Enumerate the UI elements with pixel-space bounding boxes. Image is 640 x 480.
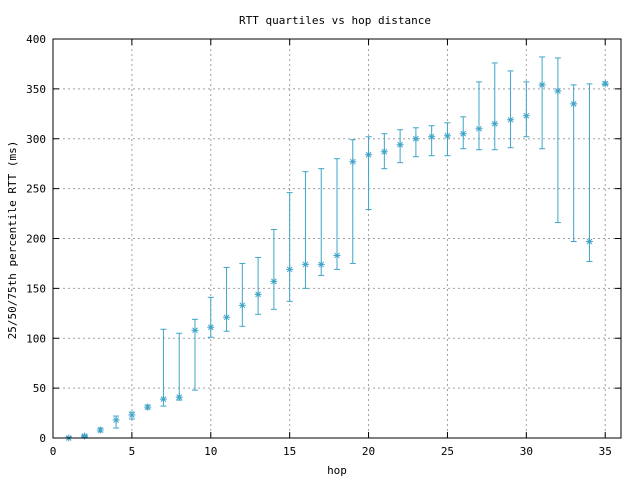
median-marker: [585, 237, 593, 245]
median-marker: [254, 290, 262, 298]
data-point: [412, 127, 420, 158]
x-tick-label: 25: [441, 445, 454, 458]
y-tick-label: 150: [26, 282, 46, 295]
data-point: [238, 262, 246, 327]
data-point: [207, 296, 215, 338]
median-marker: [191, 326, 199, 334]
y-axis-label: 25/50/75th percentile RTT (ms): [6, 141, 19, 340]
median-marker: [349, 158, 357, 166]
median-marker: [365, 151, 373, 159]
data-point: [96, 426, 104, 434]
data-point: [554, 57, 562, 224]
median-marker: [428, 133, 436, 141]
median-marker: [475, 125, 483, 133]
x-tick-label: 30: [520, 445, 533, 458]
data-point: [159, 328, 167, 407]
median-marker: [522, 112, 530, 120]
median-marker: [223, 313, 231, 321]
median-marker: [443, 132, 451, 140]
y-tick-label: 350: [26, 83, 46, 96]
y-tick-label: 300: [26, 133, 46, 146]
data-point: [349, 139, 357, 264]
data-point: [144, 403, 152, 411]
data-point: [286, 192, 294, 302]
data-point: [270, 229, 278, 310]
median-marker: [333, 251, 341, 259]
median-marker: [554, 87, 562, 95]
median-marker: [144, 403, 152, 411]
data-point: [365, 136, 373, 211]
x-tick-label: 35: [599, 445, 612, 458]
data-point: [601, 80, 609, 88]
median-marker: [112, 416, 120, 424]
x-axis-label: hop: [327, 464, 347, 477]
x-tick-label: 5: [129, 445, 136, 458]
axis-ticks: [52, 38, 621, 439]
data-point: [191, 318, 199, 391]
median-marker: [538, 81, 546, 89]
data-point: [538, 56, 546, 150]
data-point: [128, 411, 136, 420]
x-tick-label: 0: [50, 445, 57, 458]
data-point: [459, 116, 467, 150]
data-point: [81, 432, 89, 440]
data-point: [570, 84, 578, 242]
y-tick-label: 0: [39, 432, 46, 445]
y-tick-label: 200: [26, 233, 46, 246]
median-marker: [128, 411, 136, 419]
median-marker: [301, 260, 309, 268]
plot-frame: [52, 38, 622, 439]
data-point: [507, 70, 515, 149]
x-tick-label: 10: [204, 445, 217, 458]
median-marker: [207, 323, 215, 331]
data-point: [396, 129, 404, 164]
data-point: [175, 332, 183, 401]
median-marker: [459, 130, 467, 138]
median-marker: [380, 148, 388, 156]
data-point: [223, 266, 231, 332]
data-point: [475, 81, 483, 151]
y-tick-label: 250: [26, 183, 46, 196]
median-marker: [270, 277, 278, 285]
median-marker: [238, 301, 246, 309]
median-marker: [159, 395, 167, 403]
data-point: [317, 168, 325, 276]
data-point: [112, 415, 120, 429]
x-tick-label: 15: [283, 445, 296, 458]
median-marker: [396, 141, 404, 149]
data-point: [333, 158, 341, 270]
data-point: [301, 171, 309, 289]
data-point: [443, 122, 451, 157]
data-point: [254, 256, 262, 315]
median-marker: [286, 265, 294, 273]
chart-title: RTT quartiles vs hop distance: [239, 14, 431, 27]
data-point: [428, 125, 436, 157]
y-tick-label: 50: [33, 382, 46, 395]
median-marker: [175, 393, 183, 401]
data-point: [522, 81, 530, 138]
median-marker: [570, 100, 578, 108]
y-tick-label: 400: [26, 33, 46, 46]
median-marker: [491, 120, 499, 128]
median-marker: [507, 116, 515, 124]
data-point: [380, 133, 388, 170]
median-marker: [96, 426, 104, 434]
median-marker: [601, 80, 609, 88]
data-point: [585, 83, 593, 262]
median-marker: [81, 432, 89, 440]
data-point: [491, 62, 499, 151]
data-marks: [65, 56, 609, 442]
x-tick-label: 20: [362, 445, 375, 458]
median-marker: [317, 260, 325, 268]
median-marker: [412, 135, 420, 143]
y-tick-label: 100: [26, 332, 46, 345]
